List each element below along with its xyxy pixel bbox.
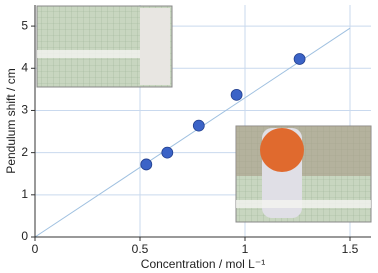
y-axis-title: Pendulum shift / cm [4,68,18,173]
x-tick-label: 1.5 [342,242,359,256]
y-tick-label: 1 [21,187,28,201]
y-tick-label: 0 [21,229,28,243]
inset-object [140,8,170,85]
data-point [140,158,153,171]
inset-photos [36,5,372,223]
data-point [192,119,205,132]
data-point [161,146,174,159]
y-tick-label: 5 [21,18,28,32]
ruler [37,50,142,58]
data-point [293,53,306,65]
x-tick-label: 0.5 [132,242,149,256]
y-tick-label: 4 [21,60,28,74]
ruler [236,200,371,208]
data-point [230,88,243,101]
x-axis-title: Concentration / mol L⁻¹ [141,257,265,271]
y-tick-label: 3 [21,103,28,117]
y-tick-label: 2 [21,145,28,159]
x-tick-label: 1 [242,242,249,256]
vial-cap [260,128,304,172]
x-tick-label: 0 [32,242,39,256]
data-marks [34,27,351,238]
